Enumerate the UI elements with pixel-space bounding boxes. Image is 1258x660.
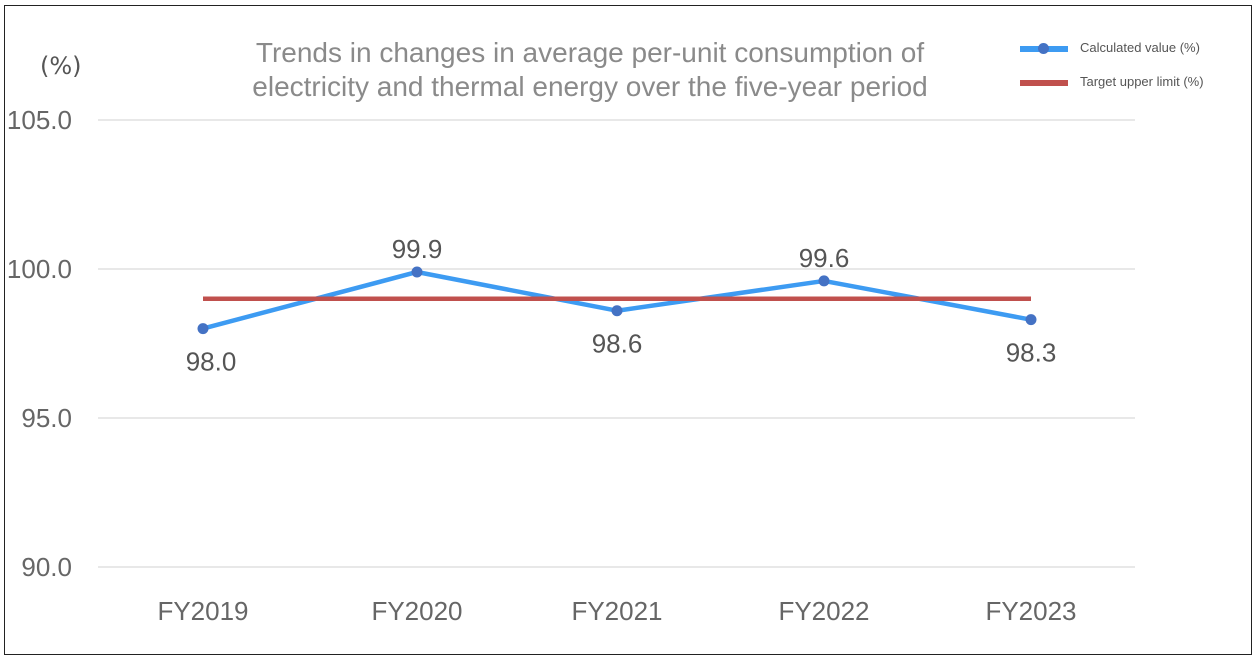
data-point-1 xyxy=(411,266,423,278)
x-tick-label-1: FY2020 xyxy=(371,596,462,626)
data-label-0: 98.0 xyxy=(186,347,237,377)
legend-label-calculated: Calculated value (%) xyxy=(1080,40,1200,55)
data-label-3: 99.6 xyxy=(799,243,850,273)
x-tick-label-2: FY2021 xyxy=(571,596,662,626)
data-label-2: 98.6 xyxy=(592,329,643,359)
legend-label-target: Target upper limit (%) xyxy=(1080,74,1204,89)
chart-title: Trends in changes in average per-unit co… xyxy=(252,37,928,102)
data-point-2 xyxy=(611,305,623,317)
data-point-3 xyxy=(818,275,830,287)
x-tick-label-3: FY2022 xyxy=(778,596,869,626)
legend-marker-calculated xyxy=(1038,43,1049,54)
x-tick-label-0: FY2019 xyxy=(157,596,248,626)
chart-frame xyxy=(4,5,1252,655)
y-tick-label-0: 105.0 xyxy=(7,105,72,135)
data-point-4 xyxy=(1025,314,1037,326)
legend-swatch-target xyxy=(1020,80,1068,86)
y-axis-unit-label: (%) xyxy=(40,52,82,80)
y-tick-label-3: 90.0 xyxy=(21,552,72,582)
y-tick-label-2: 95.0 xyxy=(21,403,72,433)
data-label-1: 99.9 xyxy=(392,234,443,264)
data-point-0 xyxy=(197,323,209,335)
x-tick-label-4: FY2023 xyxy=(985,596,1076,626)
data-label-4: 98.3 xyxy=(1006,338,1057,368)
y-tick-label-1: 100.0 xyxy=(7,254,72,284)
